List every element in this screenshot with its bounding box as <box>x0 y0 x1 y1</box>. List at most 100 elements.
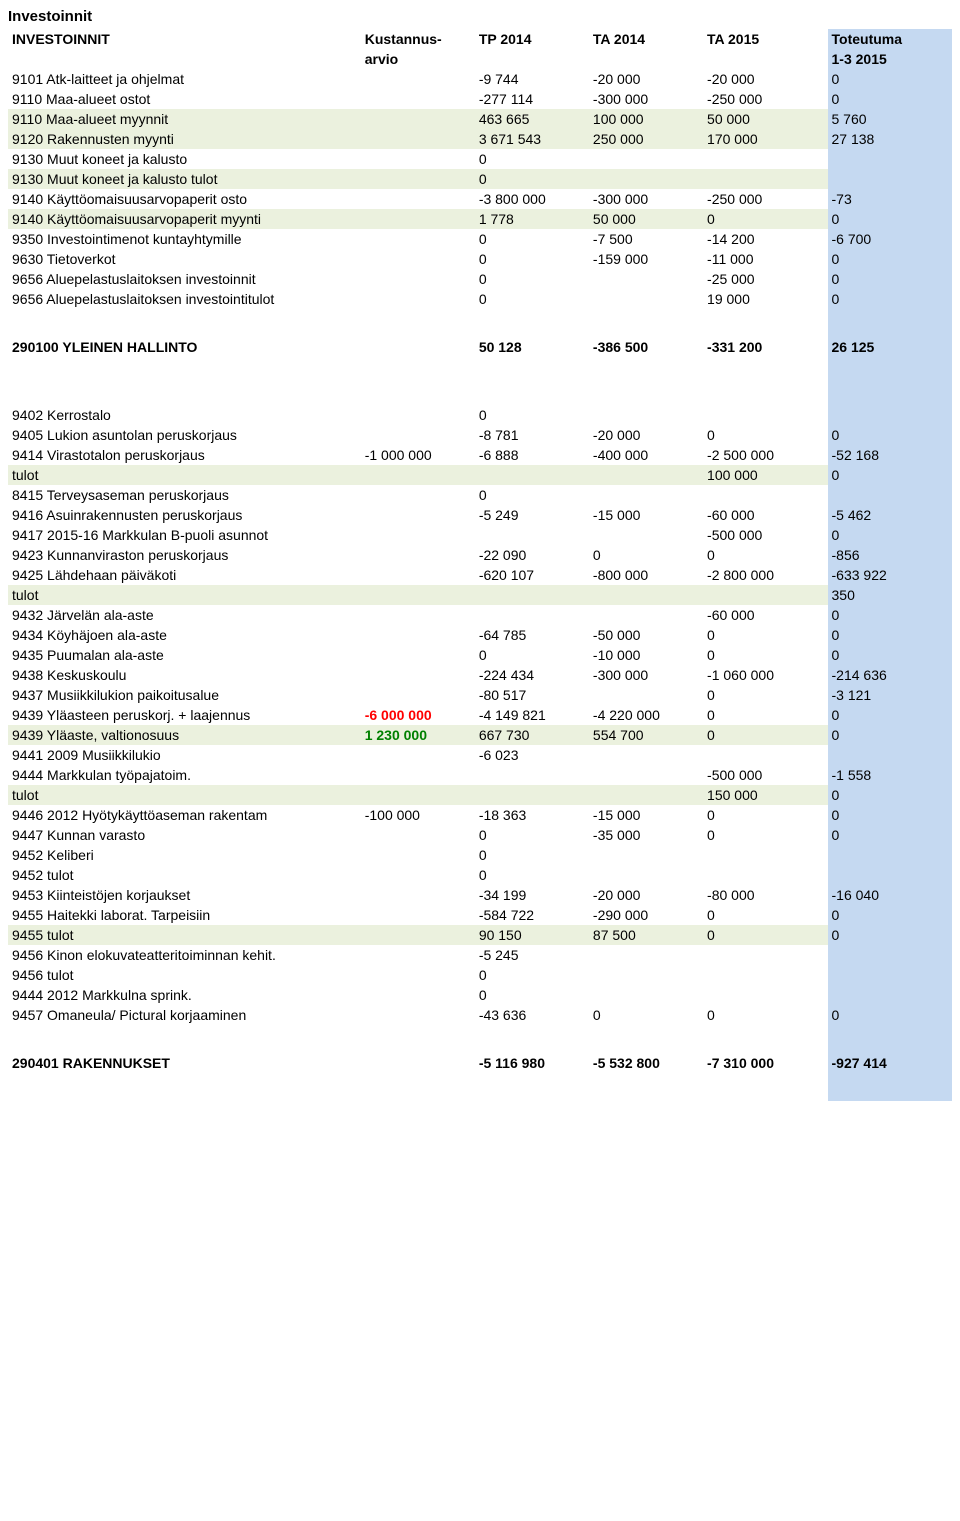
row-value: -4 220 000 <box>589 705 703 725</box>
row-value: -1 558 <box>828 765 953 785</box>
row-value <box>475 525 589 545</box>
row-label: 9437 Musiikkilukion paikoitusalue <box>8 685 361 705</box>
total-label: 290100 YLEINEN HALLINTO <box>8 329 361 365</box>
row-value: -1 000 000 <box>361 445 475 465</box>
row-label: 9402 Kerrostalo <box>8 405 361 425</box>
row-value <box>361 865 475 885</box>
row-value: -400 000 <box>589 445 703 465</box>
row-value <box>361 109 475 129</box>
total-label: 290401 RAKENNUKSET <box>8 1045 361 1081</box>
row-label: 9110 Maa-alueet ostot <box>8 89 361 109</box>
header-ta14: TA 2014 <box>589 29 703 49</box>
row-value: -214 636 <box>828 665 953 685</box>
row-label: 9120 Rakennusten myynti <box>8 129 361 149</box>
row-value: 350 <box>828 585 953 605</box>
header-arvio-bot: arvio <box>361 49 475 69</box>
row-label: tulot <box>8 585 361 605</box>
row-value: 0 <box>475 865 589 885</box>
row-value: 0 <box>703 645 827 665</box>
row-value: 0 <box>828 805 953 825</box>
row-value <box>589 405 703 425</box>
row-label: 9456 tulot <box>8 965 361 985</box>
total-value: -5 532 800 <box>589 1045 703 1081</box>
row-value: 0 <box>475 169 589 189</box>
total-value: -386 500 <box>589 329 703 365</box>
row-value: -300 000 <box>589 89 703 109</box>
row-value: 0 <box>475 645 589 665</box>
row-value: -500 000 <box>703 525 827 545</box>
row-value <box>475 605 589 625</box>
page-title: Investoinnit <box>8 8 952 25</box>
row-value <box>361 249 475 269</box>
row-value: -250 000 <box>703 189 827 209</box>
row-value: 0 <box>475 229 589 249</box>
row-value: 554 700 <box>589 725 703 745</box>
row-value <box>361 985 475 1005</box>
row-label: 9439 Yläaste, valtionosuus <box>8 725 361 745</box>
table-row: 9110 Maa-alueet myynnit463 665100 00050 … <box>8 109 952 129</box>
row-value: -18 363 <box>475 805 589 825</box>
row-value: -1 060 000 <box>703 665 827 685</box>
row-value: 100 000 <box>703 465 827 485</box>
row-value: 0 <box>828 1005 953 1025</box>
row-value <box>361 505 475 525</box>
row-value: 0 <box>703 805 827 825</box>
row-value: 0 <box>703 425 827 445</box>
row-value: 0 <box>828 89 953 109</box>
row-value <box>703 845 827 865</box>
row-value: 667 730 <box>475 725 589 745</box>
row-label: 9444 2012 Markkulna sprink. <box>8 985 361 1005</box>
row-value: -22 090 <box>475 545 589 565</box>
row-value <box>703 585 827 605</box>
row-value <box>361 965 475 985</box>
table-row: tulot150 0000 <box>8 785 952 805</box>
row-label: 9455 tulot <box>8 925 361 945</box>
row-value: 0 <box>828 905 953 925</box>
row-value: -20 000 <box>703 69 827 89</box>
row-value: -2 800 000 <box>703 565 827 585</box>
row-label: 9453 Kiinteistöjen korjaukset <box>8 885 361 905</box>
row-label: 9414 Virastotalon peruskorjaus <box>8 445 361 465</box>
row-value: -300 000 <box>589 189 703 209</box>
table-row: tulot 350 <box>8 585 952 605</box>
row-value: -500 000 <box>703 765 827 785</box>
row-value: -584 722 <box>475 905 589 925</box>
row-value: 0 <box>589 545 703 565</box>
row-value <box>828 945 953 965</box>
table-row: 9438 Keskuskoulu-224 434-300 000-1 060 0… <box>8 665 952 685</box>
row-value <box>589 785 703 805</box>
row-value: -20 000 <box>589 425 703 445</box>
total-value: -331 200 <box>703 329 827 365</box>
row-value: 0 <box>703 685 827 705</box>
row-value: 0 <box>475 985 589 1005</box>
total-value: -5 116 980 <box>475 1045 589 1081</box>
table-row: 9456 tulot0 <box>8 965 952 985</box>
row-value: 0 <box>589 1005 703 1025</box>
row-value <box>361 645 475 665</box>
row-value <box>589 765 703 785</box>
row-value <box>361 885 475 905</box>
row-value <box>361 405 475 425</box>
table-row: 9140 Käyttöomaisuusarvopaperit myynti1 7… <box>8 209 952 229</box>
row-value: 0 <box>475 405 589 425</box>
row-value: -15 000 <box>589 505 703 525</box>
row-value: 87 500 <box>589 925 703 945</box>
row-value: 0 <box>703 825 827 845</box>
table-row: 9405 Lukion asuntolan peruskorjaus-8 781… <box>8 425 952 445</box>
row-value <box>589 985 703 1005</box>
table-row: 9439 Yläaste, valtionosuus1 230 000667 7… <box>8 725 952 745</box>
row-value <box>703 945 827 965</box>
row-value <box>828 865 953 885</box>
row-value <box>703 965 827 985</box>
row-value <box>703 149 827 169</box>
section-total: 290100 YLEINEN HALLINTO50 128-386 500-33… <box>8 329 952 365</box>
row-value <box>828 745 953 765</box>
row-value: 0 <box>475 249 589 269</box>
row-value: 0 <box>828 209 953 229</box>
table-row: 9130 Muut koneet ja kalusto tulot0 <box>8 169 952 189</box>
row-value <box>361 825 475 845</box>
table-row: 9130 Muut koneet ja kalusto0 <box>8 149 952 169</box>
row-value: -80 000 <box>703 885 827 905</box>
row-label: 9432 Järvelän ala-aste <box>8 605 361 625</box>
row-value: 27 138 <box>828 129 953 149</box>
